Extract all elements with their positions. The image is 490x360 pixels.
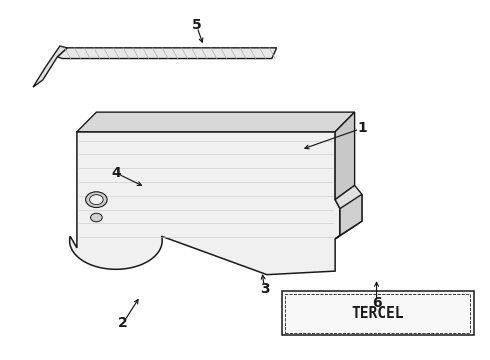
- Circle shape: [90, 195, 103, 204]
- Polygon shape: [335, 185, 362, 239]
- Polygon shape: [57, 48, 277, 59]
- Text: 2: 2: [118, 316, 128, 330]
- Text: 3: 3: [260, 282, 270, 296]
- Text: 5: 5: [192, 18, 201, 32]
- Circle shape: [91, 213, 102, 222]
- Text: 1: 1: [357, 121, 367, 135]
- Text: 6: 6: [372, 296, 381, 310]
- Circle shape: [86, 192, 107, 207]
- Polygon shape: [282, 291, 474, 336]
- Polygon shape: [70, 132, 340, 275]
- Polygon shape: [335, 112, 355, 200]
- Polygon shape: [33, 46, 67, 87]
- Polygon shape: [77, 112, 355, 132]
- Polygon shape: [340, 194, 362, 235]
- Text: TERCEL: TERCEL: [351, 306, 404, 320]
- Text: 4: 4: [111, 166, 121, 180]
